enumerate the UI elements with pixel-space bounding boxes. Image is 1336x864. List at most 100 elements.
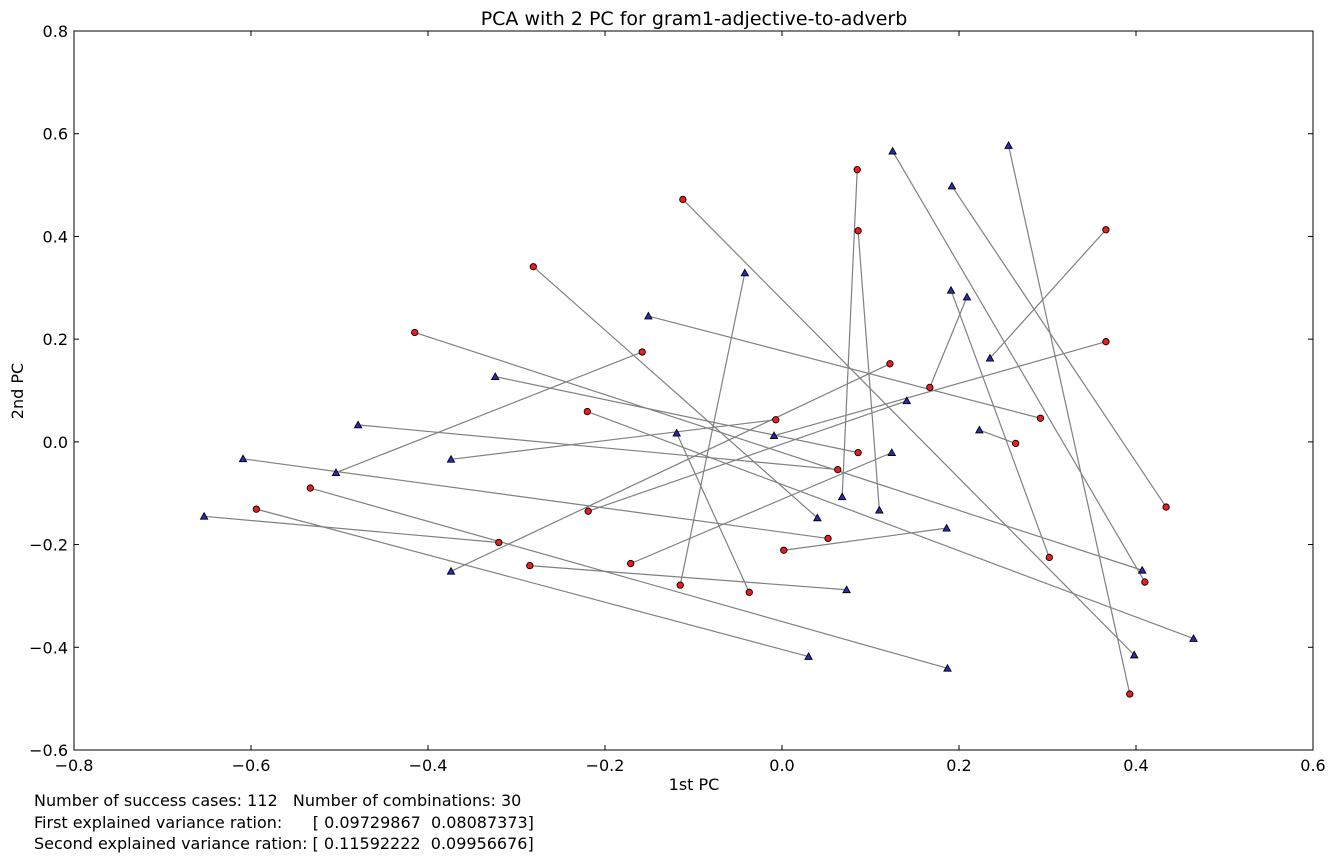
circle-point-8 xyxy=(1102,338,1110,346)
pair-line-14 xyxy=(450,419,776,460)
pair-line-25 xyxy=(242,458,829,540)
pair-line-21 xyxy=(676,432,750,593)
pair-line-17 xyxy=(951,185,1167,508)
triangle-point-23 xyxy=(887,448,897,456)
triangle-point-21 xyxy=(672,428,682,437)
triangle-point-20 xyxy=(740,268,750,277)
circle-point-29 xyxy=(526,561,534,570)
x-tick-label-5: 0.2 xyxy=(946,756,971,775)
pair-line-3 xyxy=(532,266,818,519)
circle-point-18 xyxy=(1141,578,1149,586)
pair-line-20 xyxy=(679,272,746,586)
circle-point-21 xyxy=(745,588,753,596)
x-tick-label-0: −0.8 xyxy=(55,756,94,775)
pair-line-26 xyxy=(204,515,499,544)
circle-point-6 xyxy=(583,407,591,416)
x-tick-labels: −0.8 −0.6 −0.4 −0.2 0.0 0.2 0.4 0.6 xyxy=(55,756,1326,775)
triangle-point-18 xyxy=(888,146,897,155)
pair-line-15 xyxy=(979,429,1016,444)
pair-line-9 xyxy=(450,363,891,572)
pair-line-12 xyxy=(495,376,859,454)
circle-point-1 xyxy=(854,227,862,235)
triangle-point-24 xyxy=(942,523,951,532)
triangle-point-10 xyxy=(962,292,972,301)
circle-point-4 xyxy=(411,328,419,337)
x-tick-label-6: 0.4 xyxy=(1123,756,1148,775)
triangle-point-14 xyxy=(446,454,456,463)
triangle-point-9 xyxy=(446,566,456,575)
pair-line-13 xyxy=(358,424,838,471)
chart-title: PCA with 2 PC for gram1-adjective-to-adv… xyxy=(481,8,908,30)
triangle-point-16 xyxy=(946,285,956,294)
circle-point-16 xyxy=(1045,553,1053,562)
pair-line-1 xyxy=(857,230,880,511)
circle-point-5 xyxy=(638,348,646,356)
pair-line-6 xyxy=(587,410,1194,640)
footer-success-cases: Number of success cases: 112 Number of c… xyxy=(34,791,522,810)
triangle-point-11 xyxy=(644,311,653,320)
pair-line-29 xyxy=(529,565,847,591)
footer-second-variance: Second explained variance ration: [ 0.11… xyxy=(34,834,534,853)
triangle-point-29 xyxy=(842,585,851,594)
triangle-point-7 xyxy=(985,353,995,362)
circle-point-19 xyxy=(1126,690,1134,698)
triangle-point-12 xyxy=(490,372,500,380)
pair-line-0 xyxy=(841,169,858,497)
footer-first-variance: First explained variance ration: [ 0.097… xyxy=(34,813,534,832)
x-tick-label-1: −0.6 xyxy=(232,756,271,775)
pair-line-11 xyxy=(648,315,1041,419)
triangle-point-1 xyxy=(874,505,884,514)
y-tick-labels: −0.6 −0.4 −0.2 0.0 0.2 0.4 0.6 0.8 xyxy=(29,22,68,760)
pair-line-5 xyxy=(335,351,643,474)
x-tick-label-4: 0.0 xyxy=(769,756,794,775)
circle-point-12 xyxy=(854,448,862,457)
pair-line-4 xyxy=(414,331,1143,571)
x-tick-label-7: 0.6 xyxy=(1300,756,1325,775)
pair-line-16 xyxy=(950,290,1050,558)
x-tick-label-2: −0.4 xyxy=(409,756,448,775)
triangle-point-2 xyxy=(1129,650,1139,659)
triangle-point-27 xyxy=(943,663,952,672)
y-tick-label-2: −0.2 xyxy=(29,536,68,555)
circle-point-24 xyxy=(780,546,788,554)
circle-point-10 xyxy=(926,383,934,392)
triangle-point-17 xyxy=(947,181,957,190)
circle-point-15 xyxy=(1011,439,1020,448)
pair-line-28 xyxy=(256,508,809,658)
pair-line-24 xyxy=(783,527,947,551)
y-axis-label: 2nd PC xyxy=(8,363,27,419)
circle-point-7 xyxy=(1102,226,1110,234)
circle-point-28 xyxy=(252,505,260,513)
y-tick-label-3: 0.0 xyxy=(43,433,68,452)
circle-point-3 xyxy=(529,263,537,271)
pair-line-19 xyxy=(1007,145,1131,695)
pair-line-18 xyxy=(892,150,1146,583)
circle-point-11 xyxy=(1036,414,1045,422)
pair-line-8 xyxy=(773,341,1107,437)
triangle-point-13 xyxy=(353,420,363,429)
y-tick-label-1: −0.4 xyxy=(29,638,68,657)
circle-point-14 xyxy=(772,416,780,424)
x-tick-label-3: −0.2 xyxy=(586,756,625,775)
circle-point-25 xyxy=(824,534,832,543)
axis-ticks xyxy=(73,30,1314,751)
circle-point-9 xyxy=(886,360,894,368)
pair-line-2 xyxy=(682,199,1135,656)
pair-line-23 xyxy=(630,452,892,565)
circle-point-27 xyxy=(306,484,314,492)
triangle-point-3 xyxy=(813,513,822,522)
connection-lines xyxy=(204,145,1194,695)
triangle-point-8 xyxy=(769,431,779,440)
circle-point-20 xyxy=(676,581,684,589)
circle-point-26 xyxy=(495,538,503,547)
y-tick-label-7: 0.8 xyxy=(43,22,68,41)
y-tick-label-6: 0.6 xyxy=(43,125,68,144)
circle-point-0 xyxy=(853,166,861,174)
triangle-point-4 xyxy=(1137,565,1147,574)
data-markers xyxy=(199,140,1198,698)
circle-point-22 xyxy=(584,507,592,515)
triangle-point-25 xyxy=(238,454,248,463)
x-axis-label: 1st PC xyxy=(669,775,720,794)
triangle-point-15 xyxy=(974,425,984,434)
y-tick-label-5: 0.4 xyxy=(43,227,68,246)
